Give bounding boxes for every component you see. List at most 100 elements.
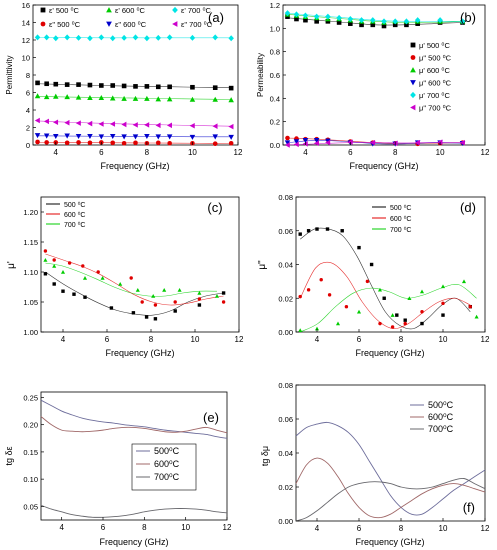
- panel-f-ytick-label-2: 0.04: [278, 449, 293, 458]
- panel-b-series-4-point-10: [392, 18, 398, 25]
- panel-a-series-5-point-4: [75, 120, 81, 126]
- panel-b-legend-swatch-0: [410, 42, 416, 48]
- panel-a-series-2-point-9: [132, 34, 139, 41]
- panel-a-series-1-point-14: [212, 96, 218, 102]
- panel-f-legend-label-0: 500⁰C: [428, 400, 454, 410]
- panel-d-series-2-point-0: [298, 328, 303, 333]
- panel-c-ytick-label-3: 1.15: [23, 238, 38, 247]
- panel-b-legend-label-1: μ" 500 ⁰C: [419, 54, 452, 63]
- panel-c-series-2-point-9: [177, 287, 182, 292]
- panel-c-series-0-point-7: [144, 315, 149, 319]
- panel-a-legend-swatch-2: [172, 6, 178, 14]
- panel-a-series-3-point-12: [167, 140, 172, 146]
- panel-d-legend-label-0: 500 ⁰C: [390, 204, 412, 212]
- panel-e-series-2-line: [40, 504, 228, 518]
- panel-a-series-5-point-1: [43, 118, 49, 125]
- panel-c-series-1-point-0: [43, 249, 48, 253]
- panel-d-series-0-point-10: [420, 321, 424, 326]
- panel-f-xtick-label-3: 10: [439, 524, 448, 533]
- panel-a-series-0-point-3: [64, 82, 70, 87]
- panel-a-series-0-point-4: [76, 82, 81, 87]
- panel-a-series-2-point-13: [189, 34, 196, 41]
- panel-a-series-4-point-12: [166, 134, 173, 140]
- panel-d-series-1-point-1: [306, 288, 311, 292]
- panel-a-series-2-point-3: [64, 34, 70, 41]
- panel-a-xtick-label-4: 12: [234, 148, 243, 157]
- panel-a-series-5-point-2: [53, 119, 59, 126]
- panel-c-legend-label-2: 700 ⁰C: [64, 221, 86, 229]
- panel-b-series-4-point-13: [437, 17, 443, 24]
- panel-b-series-5-point-1: [293, 141, 299, 148]
- panel-a-series-0-point-6: [99, 83, 104, 88]
- panel-d-series-1-point-11: [468, 304, 472, 309]
- panel-d-series-2-point-6: [407, 296, 412, 300]
- panel-d-xtick-label-1: 6: [357, 335, 362, 344]
- panel-a-series-2-point-5: [87, 35, 93, 42]
- panel-f-ylabel: tg δμ: [260, 446, 270, 466]
- panel-b-legend: μ' 500 ⁰C μ" 500 ⁰C μ' 600 ⁰C μ" 600 ⁰C μ' 7…: [410, 41, 452, 113]
- panel-a-series-2-point-0: [34, 34, 41, 41]
- panel-b-series-0-point-6: [348, 21, 353, 26]
- panel-a-ylabel: Permittivity: [5, 55, 14, 94]
- panel-d-xtick-label-4: 12: [481, 335, 490, 344]
- panel-d-series-1-point-8: [403, 321, 407, 326]
- panel-a-series-1-point-13: [189, 96, 196, 102]
- panel-e-xtick-label-0: 4: [59, 523, 64, 532]
- panel-c-ylabel: μ': [6, 261, 17, 269]
- panel-a-series-1-point-10: [144, 95, 150, 101]
- panel-e-xtick-label-4: 12: [223, 523, 232, 532]
- panel-b-series-0-point-9: [381, 23, 387, 29]
- panel-a-legend-swatch-1: [106, 7, 112, 13]
- panel-c-ticks: 4 6 8 10 12 1.00 1.05 1.10 1.15 1.20: [23, 208, 244, 344]
- panel-a-ytick-label-1: 2: [26, 124, 30, 133]
- panel-c-series-2-point-3: [82, 275, 88, 280]
- panel-a-series-0-point-1: [44, 81, 49, 87]
- panel-b-series-3-point-4: [325, 138, 331, 144]
- panel-b-series-5-point-3: [313, 140, 319, 147]
- panel-a-ytick-label-8: 16: [22, 1, 30, 10]
- panel-b-series-3-point-3: [313, 138, 320, 144]
- panel-f-label: (f): [463, 500, 475, 515]
- panel-e-ytick-label-2: 0.15: [23, 448, 38, 457]
- panel-d-xtick-label-3: 10: [439, 335, 448, 344]
- panel-d-label: (d): [460, 200, 476, 215]
- panel-c-series-2-point-7: [151, 293, 156, 298]
- panel-f-ytick-label-3: 0.06: [278, 415, 293, 424]
- panel-b-xtick-label-2: 8: [393, 148, 398, 157]
- panel-a-series-4-point-1: [43, 133, 50, 139]
- panel-e-ylabel: tg δε: [4, 446, 14, 465]
- panel-d-ytick-label-0: 0.00: [278, 328, 293, 337]
- panel-a-series-3-point-11: [155, 140, 161, 146]
- panel-a-series-2-point-2: [53, 35, 59, 42]
- panel-b-series-4-point-11: [403, 18, 410, 25]
- panel-f-ytick-label-1: 0.02: [278, 483, 293, 492]
- panel-a-xtick-label-2: 8: [145, 148, 150, 157]
- panel-a-series-5-point-9: [132, 122, 138, 128]
- panel-a-series-5-point-12: [166, 122, 172, 129]
- panel-a-series-1-point-8: [121, 95, 127, 101]
- panel-d-series-0-point-1: [306, 229, 311, 233]
- panel-a-series-3-point-1: [44, 140, 49, 145]
- panel-e-ytick-label-3: 0.20: [23, 421, 38, 430]
- panel-a-series-1-point-12: [166, 96, 173, 102]
- panel-b-series-1-point-0: [285, 135, 290, 141]
- panel-c-xtick-label-2: 8: [149, 335, 154, 344]
- panel-b-ytick-label-0: 0.0: [270, 141, 280, 150]
- panel-b-series-4-point-0: [284, 10, 291, 17]
- panel-c-series-2-point-6: [135, 287, 140, 292]
- panel-a-series-4-point-0: [34, 133, 41, 139]
- panel-c-plot-frame: [40, 196, 240, 333]
- panel-a-series-4-point-4: [75, 133, 82, 140]
- panel-a-series-0-point-13: [190, 84, 195, 90]
- panel-a-series-1-point-3: [64, 94, 70, 100]
- panel-e-marks: [40, 399, 228, 518]
- panel-d-series-0-point-7: [382, 296, 386, 300]
- panel-c-xtick-label-3: 10: [191, 335, 200, 344]
- panel-c-ytick-label-1: 1.05: [23, 298, 38, 307]
- panel-c-series-1-point-9: [197, 297, 202, 301]
- panel-c-series-0-point-11: [221, 291, 226, 295]
- panel-b-series-4-point-4: [325, 13, 331, 20]
- panel-f-xtick-label-2: 8: [399, 524, 404, 533]
- panel-d-series-0-fit: [300, 227, 471, 330]
- panel-b-series-3-point-0: [284, 140, 291, 146]
